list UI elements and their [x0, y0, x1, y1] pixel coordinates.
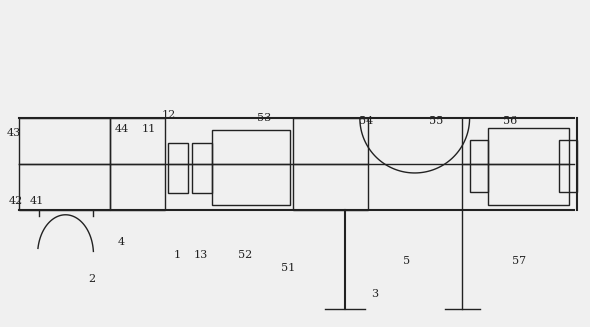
Bar: [168, 143, 188, 193]
Bar: [19, 118, 110, 210]
Bar: [192, 143, 212, 193]
Text: 13: 13: [194, 250, 208, 260]
Text: 55: 55: [429, 116, 444, 126]
Bar: [470, 140, 487, 192]
Text: 3: 3: [371, 289, 378, 299]
Text: 53: 53: [257, 113, 271, 123]
Bar: [212, 130, 290, 205]
Text: 42: 42: [8, 196, 22, 206]
Text: 5: 5: [404, 256, 411, 266]
Text: 54: 54: [359, 116, 373, 126]
Text: 12: 12: [161, 110, 176, 120]
Text: 2: 2: [88, 274, 96, 284]
Bar: [487, 128, 569, 205]
Text: 1: 1: [173, 250, 181, 260]
Text: 51: 51: [281, 263, 295, 273]
Text: 57: 57: [512, 256, 526, 266]
Text: 41: 41: [30, 196, 44, 206]
Text: 43: 43: [6, 128, 21, 138]
Text: 4: 4: [118, 237, 125, 247]
Text: 56: 56: [503, 116, 517, 126]
Bar: [110, 118, 165, 210]
Text: 11: 11: [142, 124, 156, 134]
Bar: [559, 140, 578, 192]
Text: 52: 52: [238, 250, 252, 260]
Bar: [293, 118, 368, 210]
Text: 44: 44: [114, 124, 129, 134]
